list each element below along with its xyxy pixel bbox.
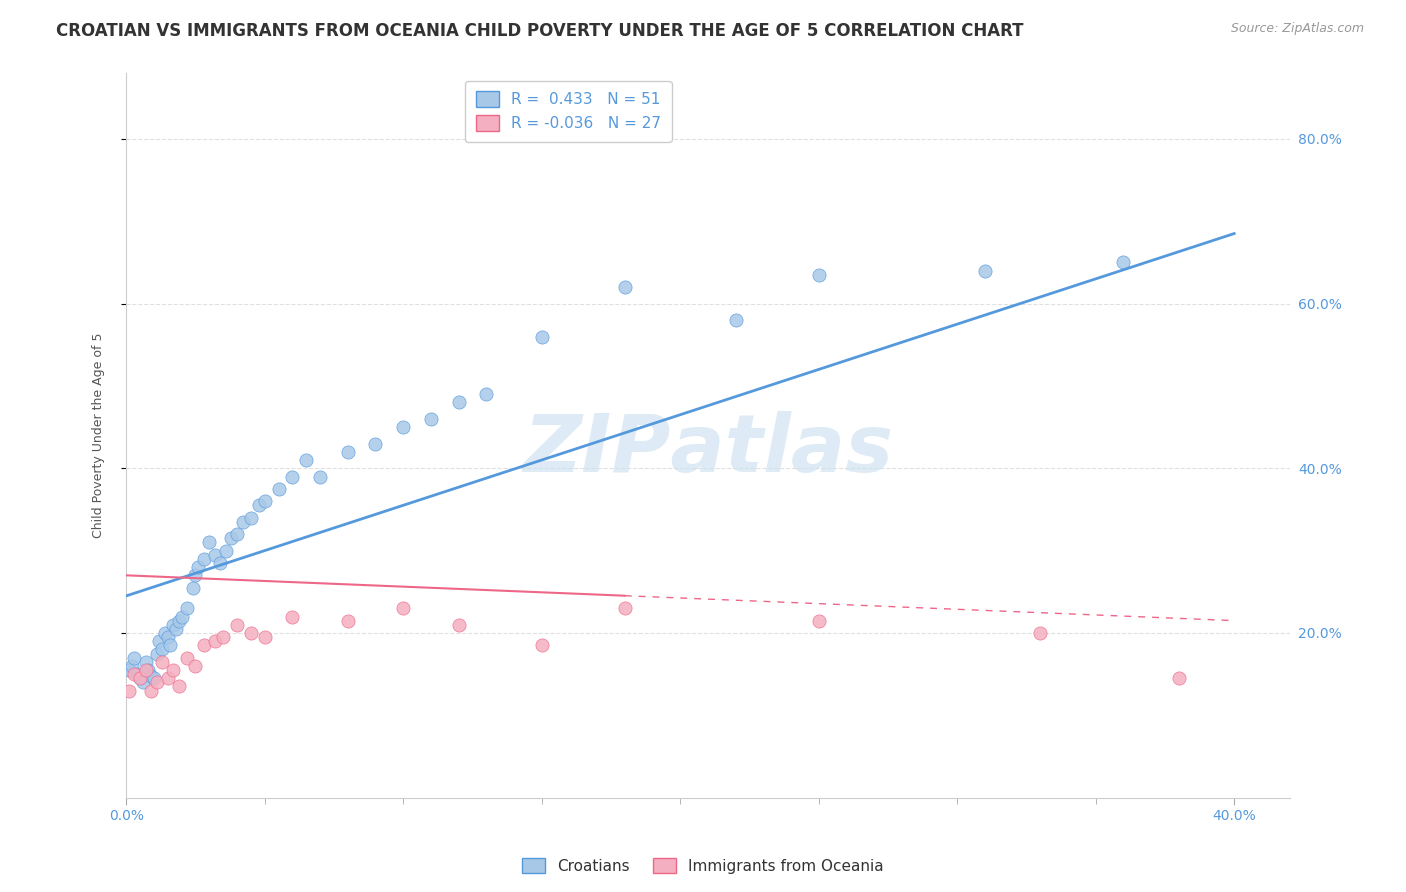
Point	[973, 263, 995, 277]
Point	[156, 630, 179, 644]
Point	[1112, 255, 1135, 269]
Text: ZIP​atlas: ZIP​atlas	[523, 411, 893, 489]
Y-axis label: Child Poverty Under the Age of 5: Child Poverty Under the Age of 5	[93, 333, 105, 538]
Legend: R =  0.433   N = 51, R = -0.036   N = 27: R = 0.433 N = 51, R = -0.036 N = 27	[465, 80, 672, 142]
Point	[392, 420, 415, 434]
Point	[156, 671, 179, 685]
Point	[807, 268, 830, 282]
Point	[176, 601, 198, 615]
Point	[447, 617, 470, 632]
Point	[1167, 671, 1189, 685]
Point	[187, 560, 209, 574]
Point	[267, 482, 290, 496]
Point	[209, 556, 232, 570]
Point	[226, 527, 249, 541]
Point	[530, 638, 553, 652]
Point	[613, 280, 636, 294]
Point	[167, 614, 190, 628]
Point	[239, 626, 262, 640]
Point	[226, 617, 249, 632]
Point	[129, 671, 152, 685]
Point	[162, 617, 184, 632]
Point	[170, 609, 193, 624]
Point	[184, 659, 207, 673]
Point	[281, 469, 304, 483]
Point	[530, 329, 553, 343]
Point	[204, 548, 226, 562]
Point	[392, 601, 415, 615]
Text: CROATIAN VS IMMIGRANTS FROM OCEANIA CHILD POVERTY UNDER THE AGE OF 5 CORRELATION: CROATIAN VS IMMIGRANTS FROM OCEANIA CHIL…	[56, 22, 1024, 40]
Point	[159, 638, 181, 652]
Point	[475, 387, 498, 401]
Point	[447, 395, 470, 409]
Point	[239, 510, 262, 524]
Point	[150, 642, 173, 657]
Point	[807, 614, 830, 628]
Point	[724, 313, 747, 327]
Point	[139, 669, 162, 683]
Point	[309, 469, 332, 483]
Point	[148, 634, 170, 648]
Point	[162, 663, 184, 677]
Point	[135, 663, 157, 677]
Point	[231, 515, 253, 529]
Point	[295, 453, 318, 467]
Point	[165, 622, 187, 636]
Point	[145, 675, 167, 690]
Point	[139, 683, 162, 698]
Point	[253, 630, 276, 644]
Point	[127, 667, 149, 681]
Legend: Croatians, Immigrants from Oceania: Croatians, Immigrants from Oceania	[516, 852, 890, 880]
Point	[124, 650, 146, 665]
Point	[176, 650, 198, 665]
Point	[364, 436, 387, 450]
Point	[198, 535, 221, 549]
Text: Source: ZipAtlas.com: Source: ZipAtlas.com	[1230, 22, 1364, 36]
Point	[247, 499, 270, 513]
Point	[184, 568, 207, 582]
Point	[118, 683, 141, 698]
Point	[419, 412, 441, 426]
Point	[136, 663, 159, 677]
Point	[124, 667, 146, 681]
Point	[204, 634, 226, 648]
Point	[118, 663, 141, 677]
Point	[167, 680, 190, 694]
Point	[212, 630, 235, 644]
Point	[336, 444, 359, 458]
Point	[121, 659, 143, 673]
Point	[129, 671, 152, 685]
Point	[281, 609, 304, 624]
Point	[132, 675, 155, 690]
Point	[253, 494, 276, 508]
Point	[142, 671, 165, 685]
Point	[145, 647, 167, 661]
Point	[1029, 626, 1052, 640]
Point	[153, 626, 176, 640]
Point	[336, 614, 359, 628]
Point	[135, 655, 157, 669]
Point	[215, 543, 238, 558]
Point	[221, 531, 243, 545]
Point	[181, 581, 204, 595]
Point	[193, 552, 215, 566]
Point	[193, 638, 215, 652]
Point	[150, 655, 173, 669]
Point	[613, 601, 636, 615]
